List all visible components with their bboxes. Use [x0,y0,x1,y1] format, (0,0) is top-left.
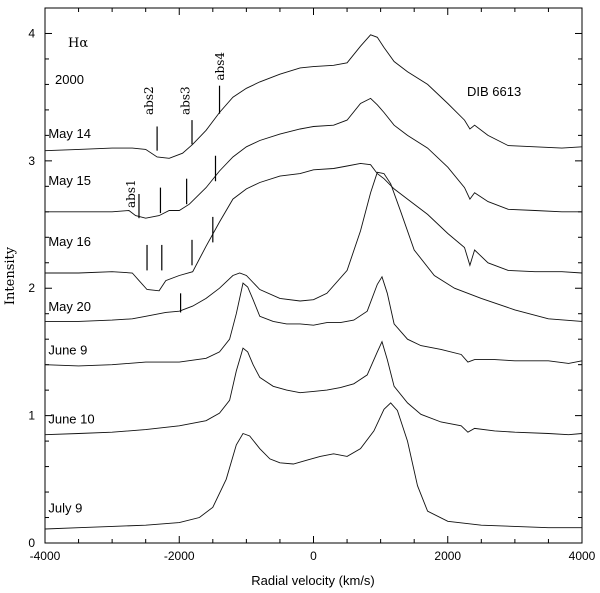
series-label: May 16 [48,234,91,249]
y-tick-label: 1 [28,409,35,423]
y-tick-labels: 0 1 2 3 4 [28,26,35,550]
spectrum-trace-2 [45,162,583,292]
series-label: June 9 [48,342,87,357]
series-label: May 15 [48,173,91,188]
y-tick-label: 3 [28,154,35,168]
y-tick-label: 2 [28,281,35,295]
date-labels: May 14 May 15 May 16 May 20 June 9 June 10 Jul… [48,126,94,516]
year-label: 2000 [55,72,84,87]
halpha-label: Hα [68,36,88,51]
spectrum-trace-0 [44,34,583,159]
x-tick-label: -4000 [30,549,61,563]
series-label: May 20 [48,299,91,314]
absorption-label: abs1 [124,179,138,208]
x-axis-label: Radial velocity (km/s) [251,573,375,588]
spectrum-trace-1 [45,97,582,219]
y-tick-label: 4 [28,26,35,40]
absorption-label: abs2 [142,86,156,115]
dib-label: DIB 6613 [467,84,521,99]
series-label: July 9 [48,500,82,515]
spectrum-trace-6 [44,402,582,530]
absorption-label: abs4 [213,52,227,81]
x-tick-label: 2000 [434,549,461,563]
x-tick-label: -2000 [164,549,195,563]
spectrum-trace-5 [44,340,583,436]
spectrum-trace-4 [44,275,583,367]
axis-ticks [44,8,583,544]
spectral-traces [44,34,583,530]
series-label: June 10 [48,411,94,426]
absorption-labels: abs1 abs2 abs3 abs4 [124,52,227,208]
x-tick-labels: -4000 -2000 0 2000 4000 [30,549,596,563]
x-tick-label: 0 [310,549,317,563]
x-tick-label: 4000 [569,549,596,563]
spectrum-trace-3 [45,171,583,322]
absorption-label: abs3 [178,86,192,115]
y-axis-label: Intensity [3,246,18,305]
series-label: May 14 [48,126,91,141]
y-tick-label: 0 [28,536,35,550]
absorption-markers [138,85,221,313]
